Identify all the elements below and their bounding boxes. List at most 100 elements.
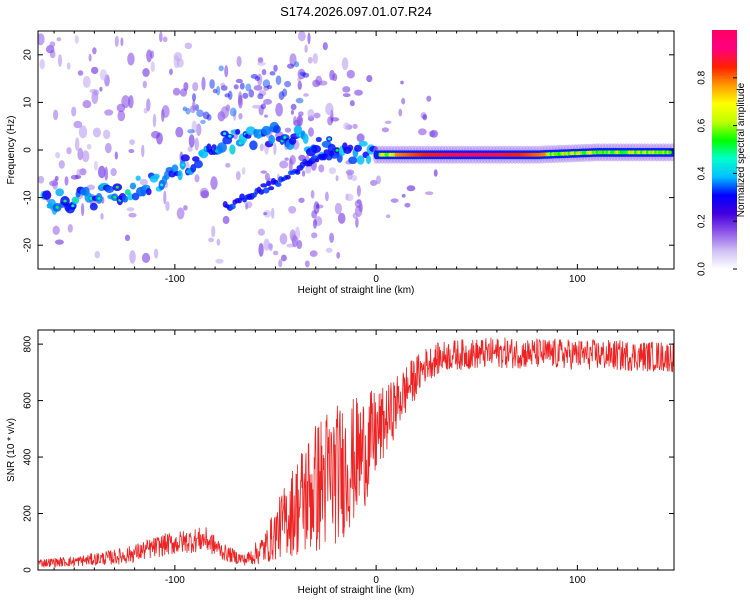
noise-speckle xyxy=(355,217,359,228)
ridge-upper-peak xyxy=(73,198,77,202)
noise-speckle xyxy=(70,174,79,180)
noise-speckle xyxy=(309,250,318,257)
noise-speckle xyxy=(184,42,193,50)
snr-y-tick-label: 200 xyxy=(23,505,34,522)
noise-speckle xyxy=(183,82,189,91)
ridge-upper-blob xyxy=(245,126,256,136)
noise-speckle xyxy=(66,62,71,70)
plume-blob xyxy=(294,61,300,68)
noise-speckle xyxy=(401,193,406,198)
ridge-upper-blob xyxy=(164,170,170,180)
noise-speckle xyxy=(210,176,218,190)
noise-speckle xyxy=(260,170,268,174)
noise-speckle xyxy=(325,102,334,116)
plume-blob xyxy=(275,75,282,86)
noise-speckle xyxy=(110,167,117,177)
plume-blob xyxy=(218,65,224,72)
noise-speckle xyxy=(398,108,403,117)
colorbar-tick-label: 0.4 xyxy=(697,166,708,180)
noise-speckle xyxy=(336,251,341,259)
ridge-upper-peak xyxy=(97,197,101,200)
noise-speckle xyxy=(308,127,314,137)
noise-speckle xyxy=(200,190,210,199)
noise-speckle xyxy=(244,202,249,210)
snr-y-tick-label: 0 xyxy=(23,567,34,573)
spectrogram-x-axis-label: Height of straight line (km) xyxy=(298,285,415,296)
noise-speckle xyxy=(385,214,391,219)
noise-speckle xyxy=(342,93,351,98)
ridge-upper-blob xyxy=(104,185,114,194)
noise-speckle xyxy=(104,166,109,181)
noise-speckle xyxy=(73,120,83,129)
noise-speckle xyxy=(91,66,99,75)
plume-blob xyxy=(185,107,191,115)
noise-speckle xyxy=(289,229,296,242)
noise-speckle xyxy=(224,65,229,78)
ridge-upper-blob xyxy=(89,202,98,211)
noise-speckle xyxy=(275,102,283,117)
ridge-upper-blob xyxy=(122,195,129,203)
ridge-upper-blob xyxy=(354,144,362,152)
plume-blob xyxy=(235,78,243,84)
ridge-upper-blob xyxy=(302,133,309,145)
ridge-upper-peak xyxy=(71,204,75,208)
plume-blob xyxy=(216,85,221,96)
noise-speckle xyxy=(252,104,262,109)
spectrogram-y-tick-label: -20 xyxy=(23,238,34,253)
noise-speckle xyxy=(192,82,199,92)
noise-speckle xyxy=(104,109,114,116)
noise-speckle xyxy=(233,133,238,140)
noise-speckle xyxy=(161,105,170,118)
noise-speckle xyxy=(330,117,340,122)
noise-speckle xyxy=(433,169,438,177)
spectrogram-x-tick-label: -100 xyxy=(165,274,185,285)
ridge-upper-blob xyxy=(177,169,183,181)
noise-speckle xyxy=(92,47,97,55)
noise-speckle xyxy=(263,98,273,105)
noise-speckle xyxy=(57,54,63,67)
noise-speckle xyxy=(220,106,229,119)
noise-speckle xyxy=(279,160,289,169)
plume-blob xyxy=(260,103,266,110)
ridge-upper-peak xyxy=(228,134,232,138)
noise-speckle xyxy=(175,126,184,138)
noise-speckle xyxy=(370,179,378,186)
ridge-upper-blob xyxy=(315,136,322,143)
ridge-upper-blob xyxy=(356,155,365,165)
noise-speckle xyxy=(208,237,215,243)
noise-speckle xyxy=(89,88,99,94)
noise-speckle xyxy=(324,191,329,202)
snr-x-tick-label: -100 xyxy=(165,575,185,586)
noise-speckle xyxy=(82,75,91,88)
plume-blob xyxy=(220,85,228,91)
noise-speckle xyxy=(298,197,305,203)
snr-x-tick-label: 100 xyxy=(569,575,586,586)
noise-speckle xyxy=(311,210,317,219)
noise-speckle xyxy=(49,180,58,187)
noise-speckle xyxy=(332,73,338,82)
noise-speckle xyxy=(238,112,243,120)
noise-speckle xyxy=(39,59,45,70)
ridge-lower-blob xyxy=(328,150,335,157)
noise-speckle xyxy=(117,110,126,122)
noise-speckle xyxy=(172,87,181,96)
colorbar-label: Normalized spectral amplitude xyxy=(736,82,747,217)
noise-speckle xyxy=(315,203,320,209)
noise-speckle xyxy=(100,212,104,220)
noise-speckle xyxy=(237,94,243,109)
spectrogram-x-tick-label: 0 xyxy=(373,274,379,285)
ridge-upper-peak xyxy=(126,190,130,194)
noise-speckle xyxy=(271,207,275,219)
noise-speckle xyxy=(311,232,318,239)
noise-speckle xyxy=(94,250,101,259)
noise-speckle xyxy=(417,128,427,136)
ridge-lower-blob xyxy=(314,158,320,163)
plume-blob xyxy=(302,72,310,78)
noise-speckle xyxy=(297,117,303,122)
noise-speckle xyxy=(103,129,111,140)
noise-speckle xyxy=(272,250,279,256)
ridge-upper-peak xyxy=(63,199,67,203)
noise-speckle xyxy=(56,37,62,42)
snr-y-tick-label: 400 xyxy=(23,448,34,465)
